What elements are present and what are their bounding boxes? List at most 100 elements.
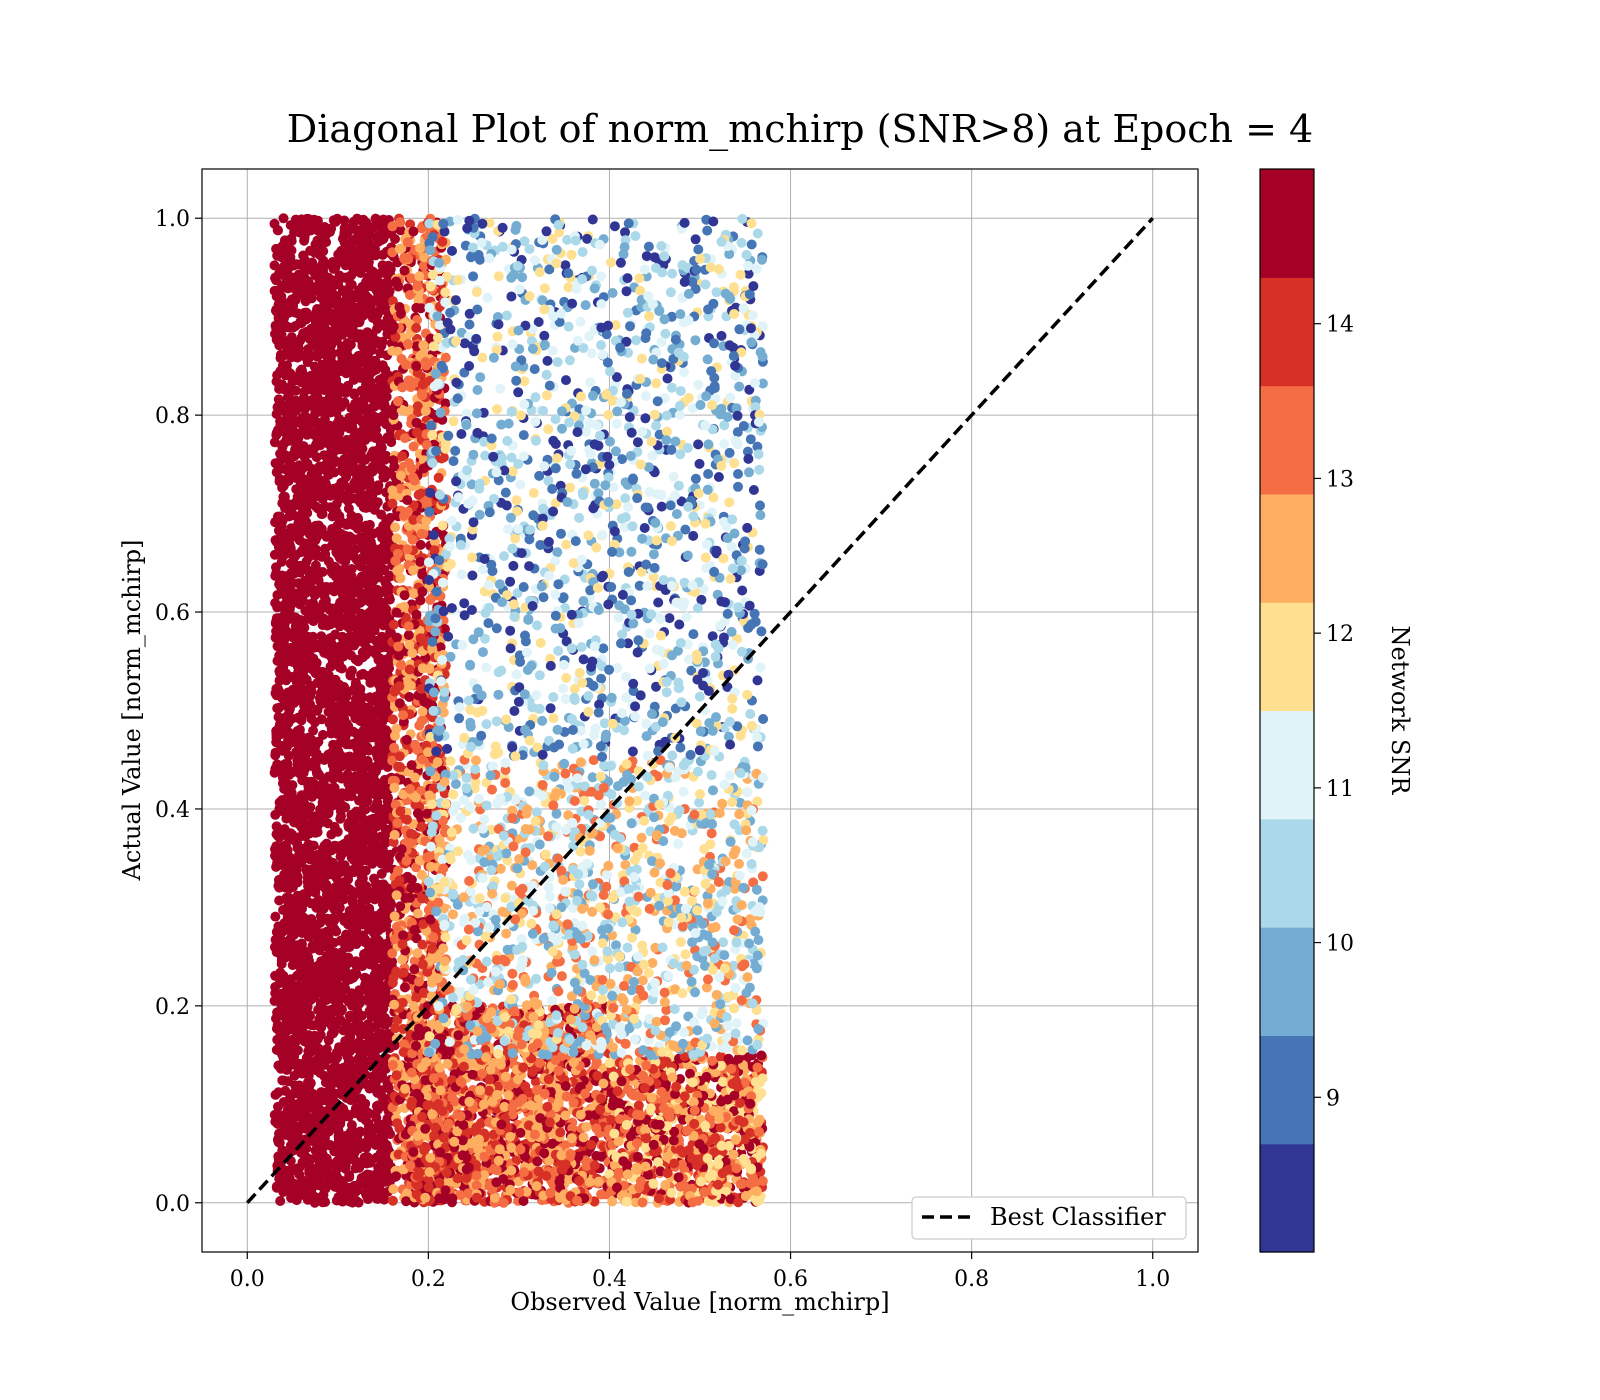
scatter-point [359, 1156, 370, 1167]
scatter-point [328, 1028, 338, 1039]
scatter-point [298, 889, 309, 900]
scatter-point [306, 686, 317, 697]
scatter-point [287, 1056, 298, 1067]
scatter-point [334, 427, 345, 438]
scatter-point [293, 216, 303, 227]
scatter-point [350, 314, 361, 325]
scatter-point [312, 390, 323, 401]
scatter-point [297, 797, 308, 808]
scatter-point [340, 556, 351, 567]
scatter-point [296, 983, 307, 994]
scatter-point [317, 1046, 328, 1056]
scatter-point [281, 400, 292, 411]
scatter-point [361, 1190, 372, 1201]
scatter-point [285, 558, 296, 569]
scatter-point [369, 873, 379, 884]
scatter-point [356, 452, 367, 463]
scatter-point [298, 998, 309, 1009]
scatter-point [299, 920, 310, 931]
scatter-point [379, 880, 390, 891]
scatter-point [272, 590, 283, 600]
scatter-point [334, 270, 345, 281]
scatter-point [349, 1069, 360, 1080]
scatter-point [366, 495, 377, 506]
scatter-point [360, 611, 371, 622]
scatter-point [373, 1119, 384, 1130]
scatter-point [365, 222, 375, 233]
scatter-point [295, 276, 306, 287]
scatter-point [283, 899, 294, 910]
scatter-point [314, 1154, 325, 1165]
scatter-point [286, 597, 297, 607]
scatter-point [338, 1074, 348, 1085]
scatter-point [298, 1067, 309, 1078]
scatter-point [285, 613, 296, 624]
scatter-point [322, 457, 333, 468]
scatter-point [379, 261, 390, 272]
scatter-point [270, 850, 280, 861]
scatter-point [363, 591, 374, 602]
scatter-point [308, 780, 319, 791]
scatter-point [366, 309, 377, 320]
scatter-point [372, 336, 383, 347]
scatter-point [364, 692, 375, 703]
scatter-point [325, 420, 336, 431]
scatter-point [308, 725, 319, 736]
scatter-point [306, 1093, 317, 1104]
scatter-point [290, 1014, 301, 1025]
scatter-point [299, 538, 310, 549]
scatter-point [339, 227, 350, 238]
scatter-point [310, 418, 321, 429]
scatter-point [356, 880, 367, 891]
scatter-point [347, 1012, 358, 1023]
scatter-point [371, 446, 382, 456]
scatter-point [315, 999, 326, 1010]
scatter-point [355, 237, 366, 248]
scatter-point [298, 768, 309, 778]
scatter-point [354, 285, 364, 296]
scatter-point [278, 1035, 289, 1046]
scatter-point [382, 515, 393, 525]
scatter-point [299, 953, 310, 964]
scatter-point [319, 501, 330, 512]
scatter-point [329, 655, 340, 665]
scatter-point [343, 517, 354, 528]
scatter-point [309, 247, 320, 258]
scatter-point [345, 356, 356, 367]
scatter-point [301, 1181, 312, 1192]
scatter-point [277, 601, 288, 612]
scatter-point [294, 832, 305, 843]
scatter-point [271, 1182, 282, 1193]
scatter-point [341, 463, 352, 474]
scatter-point [331, 1160, 342, 1171]
scatter-point [346, 571, 357, 582]
scatter-point [359, 401, 370, 412]
scatter-point [291, 497, 301, 508]
scatter-point [364, 1024, 375, 1035]
scatter-point [289, 911, 300, 922]
scatter-point [269, 995, 280, 1006]
scatter-point [381, 654, 392, 665]
scatter-point [376, 1070, 387, 1081]
scatter-point [355, 1126, 366, 1137]
scatter-point [273, 1151, 284, 1162]
scatter-point [284, 435, 295, 446]
scatter-point [336, 603, 346, 614]
scatter-point [314, 1141, 324, 1152]
scatter-point [367, 767, 378, 777]
scatter-point [292, 1045, 303, 1056]
scatter-point [328, 1063, 339, 1073]
scatter-point [359, 578, 370, 589]
scatter-point [350, 398, 361, 409]
scatter-point [273, 1087, 284, 1098]
scatter-point [285, 879, 296, 890]
scatter-point [316, 602, 327, 612]
scatter-point [351, 826, 362, 837]
scatter-point [316, 631, 327, 642]
scatter-point [353, 682, 363, 693]
scatter-point [324, 328, 335, 339]
scatter-point [346, 933, 357, 944]
scatter-point [306, 713, 317, 724]
scatter-point [312, 705, 323, 716]
scatter-point [368, 242, 379, 253]
